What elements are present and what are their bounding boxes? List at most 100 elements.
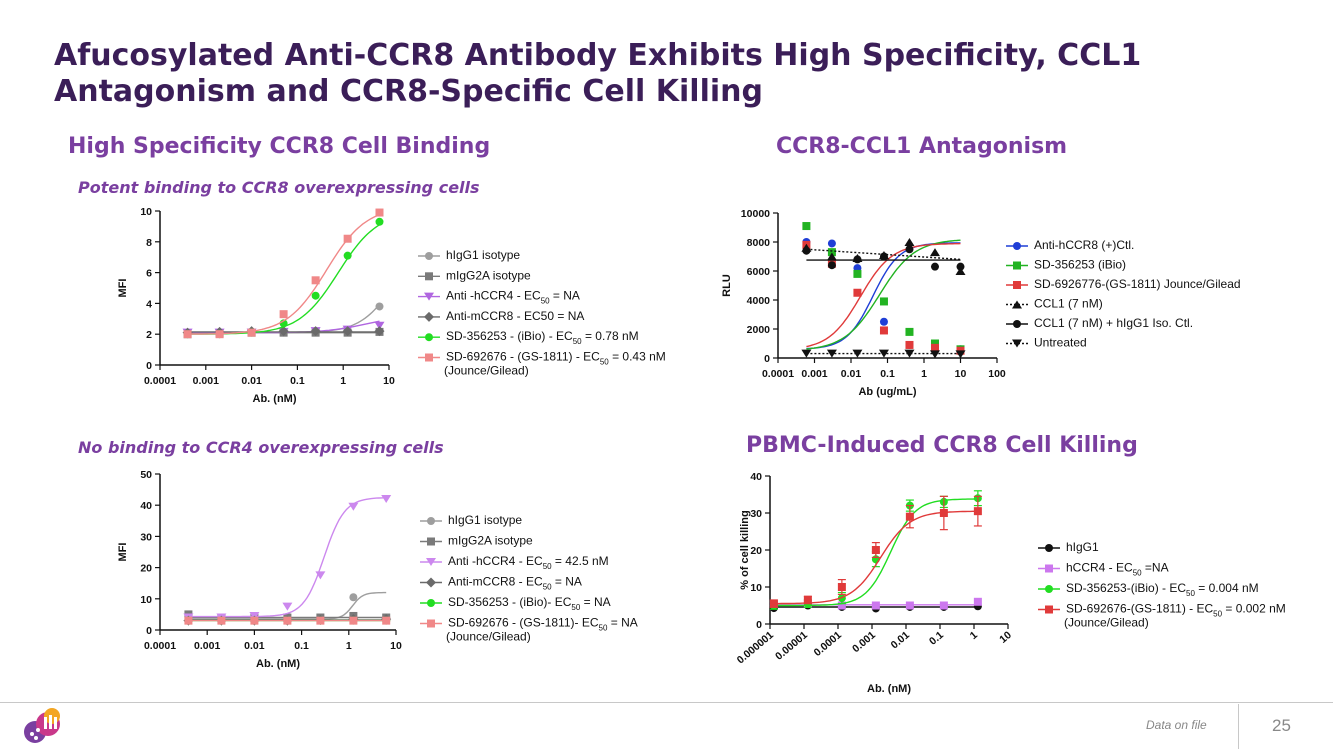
series-3-point — [905, 512, 914, 521]
x-tick-label: 0.001 — [194, 640, 220, 652]
series-5-point — [217, 616, 226, 625]
series-5-point — [375, 208, 384, 217]
x-tick-label: 1 — [346, 640, 352, 652]
series-3-point — [769, 599, 778, 608]
series-0-point — [827, 239, 836, 248]
legend-entry-1: hCCR4 - EC50 =NA — [1038, 561, 1169, 577]
y-tick-label: 0 — [146, 360, 152, 372]
series-5-point — [247, 328, 256, 337]
legend-swatch-marker — [1013, 281, 1021, 289]
legend-swatch-marker — [425, 333, 433, 342]
legend-entry-3: Anti-mCCR8 - EC50 = NA — [420, 575, 582, 591]
legend-entry-1-label: mIgG2A isotype — [446, 268, 531, 282]
subtitle-ccr8-binding: Potent binding to CCR8 overexpressing ce… — [78, 178, 480, 197]
series-5 — [183, 208, 384, 339]
x-axis-label: Ab. (nM) — [256, 658, 300, 670]
series-5-point — [279, 310, 288, 319]
legend-entry-0-label: Anti-hCCR8 (+)Ctl. — [1034, 238, 1134, 252]
series-2-fit-line — [806, 242, 961, 348]
y-tick-label: 10 — [750, 582, 762, 594]
legend-entry-0: hIgG1 isotype — [418, 248, 520, 262]
y-tick-label: 10 — [140, 206, 152, 218]
series-4-point — [905, 245, 914, 254]
series-5-point — [184, 616, 193, 625]
series-1-point — [837, 601, 846, 610]
legend-entry-1-label: mIgG2A isotype — [448, 534, 533, 548]
series-0-point — [879, 317, 888, 326]
legend-entry-4: SD-356253 - (iBio)- EC50 = NA — [420, 595, 611, 612]
legend-swatch-marker — [427, 517, 435, 525]
y-tick-label: 2 — [146, 329, 152, 341]
series-3 — [769, 495, 982, 608]
series-5-point — [316, 616, 325, 625]
series-3-point — [342, 326, 353, 337]
series-0-point — [349, 593, 358, 602]
legend-entry-1: mIgG2A isotype — [418, 268, 531, 282]
y-tick-label: 40 — [750, 471, 762, 483]
x-tick-label: 0.001 — [801, 368, 827, 380]
legend-entry-2: Anti -hCCR4 - EC50 = NA — [418, 289, 580, 305]
legend-entry-3-label: Anti-mCCR8 - EC50 = NA — [448, 575, 582, 591]
x-tick-label: 0.0001 — [812, 629, 844, 659]
series-3-point — [374, 326, 385, 337]
series-2-point — [930, 343, 939, 352]
legend-entry-5-extra: (Jounce/Gilead) — [444, 364, 529, 378]
legend-entry-1-label: hCCR4 - EC50 =NA — [1066, 561, 1169, 577]
series-3-point — [278, 326, 289, 337]
series-5-point — [215, 330, 224, 339]
legend-swatch-marker — [1045, 544, 1053, 552]
series-3-point — [837, 583, 846, 591]
y-tick-label: 6 — [146, 268, 152, 280]
series-1-point — [905, 601, 914, 610]
x-tick-label: 1 — [968, 629, 980, 642]
series-3-point — [904, 238, 915, 246]
section-title-binding: High Specificity CCR8 Cell Binding — [68, 134, 491, 159]
series-1-fit-line — [806, 239, 961, 350]
y-tick-label: 10000 — [741, 208, 770, 220]
legend-entry-0-label: hIgG1 isotype — [448, 513, 522, 527]
legend-entry-1: mIgG2A isotype — [420, 534, 533, 548]
legend-entry-3-label: CCL1 (7 nM) — [1034, 297, 1103, 311]
y-axis-label: % of cell killing — [739, 510, 751, 589]
series-1-point — [871, 601, 880, 610]
y-tick-label: 20 — [140, 563, 152, 575]
legend-entry-3: CCL1 (7 nM) — [1006, 297, 1103, 311]
series-4-point — [956, 262, 965, 271]
y-tick-label: 0 — [756, 619, 762, 631]
legend-swatch-marker — [1045, 564, 1053, 573]
legend-swatch-marker — [427, 619, 435, 628]
y-tick-label: 6000 — [747, 266, 771, 278]
series-4 — [802, 245, 965, 271]
x-tick-label: 0.01 — [889, 629, 912, 651]
y-tick-label: 30 — [750, 508, 762, 520]
y-tick-label: 0 — [764, 353, 770, 365]
legend-entry-0: hIgG1 isotype — [420, 513, 522, 527]
y-tick-label: 4 — [146, 298, 152, 310]
legend-swatch-marker — [427, 599, 435, 607]
series-2-point — [381, 494, 392, 503]
series-2-point — [282, 602, 293, 611]
series-4-point — [879, 252, 888, 261]
x-axis-label: Ab. (nM) — [253, 393, 297, 405]
series-5 — [184, 616, 391, 625]
series-3-point — [803, 595, 812, 604]
legend-entry-4: SD-356253 - (iBio) - EC50 = 0.78 nM — [418, 329, 639, 346]
legend-entry-3: Anti-mCCR8 - EC50 = NA — [418, 309, 584, 323]
series-4-point — [827, 261, 836, 270]
series-4-point — [853, 255, 862, 264]
legend-swatch-marker — [1013, 261, 1021, 270]
x-axis-label: Ab (ug/mL) — [858, 386, 916, 398]
company-logo — [24, 708, 60, 743]
series-5-point — [801, 349, 812, 358]
x-tick-label: 0.0001 — [144, 375, 176, 387]
y-tick-label: 0 — [146, 625, 152, 637]
legend-swatch-marker — [1045, 605, 1053, 614]
y-tick-label: 4000 — [747, 295, 771, 307]
x-tick-label: 0.000001 — [735, 629, 776, 666]
legend-entry-3-label: Anti-mCCR8 - EC50 = NA — [446, 309, 584, 323]
series-3-point — [973, 507, 982, 516]
series-4-point — [311, 291, 320, 300]
